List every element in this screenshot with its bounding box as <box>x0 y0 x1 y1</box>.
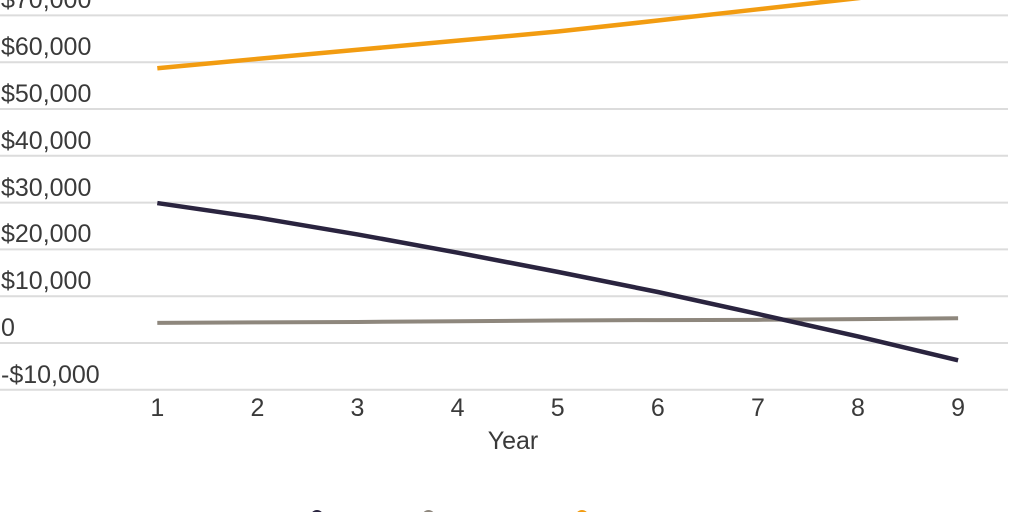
x-axis-title: Year <box>487 427 539 455</box>
y-tick-label: $20,000 <box>1 220 92 249</box>
y-tick-label: $70,000 <box>1 0 92 15</box>
y-tick-label: 0 <box>1 314 15 342</box>
x-tick-label: 5 <box>550 394 565 422</box>
y-tick-label: $60,000 <box>1 33 92 62</box>
y-tick-label: $10,000 <box>1 267 92 296</box>
gray-series-line <box>157 316 959 325</box>
y-tick-label: $30,000 <box>1 173 92 202</box>
y-tick-label: $50,000 <box>1 80 92 108</box>
orange-series-line <box>157 0 862 71</box>
x-tick-label: 8 <box>851 394 865 422</box>
x-tick-label: 4 <box>450 394 465 422</box>
x-tick-label: 1 <box>150 394 165 422</box>
x-tick-label: 2 <box>250 394 265 422</box>
y-tick-label: -$10,000 <box>1 360 100 389</box>
x-tick-label: 7 <box>750 394 765 422</box>
y-tick-label: $40,000 <box>1 126 92 155</box>
navy-series-line <box>156 200 959 363</box>
x-tick-label: 6 <box>650 394 665 422</box>
x-tick-label: 9 <box>951 394 966 422</box>
x-tick-label: 3 <box>350 394 365 422</box>
